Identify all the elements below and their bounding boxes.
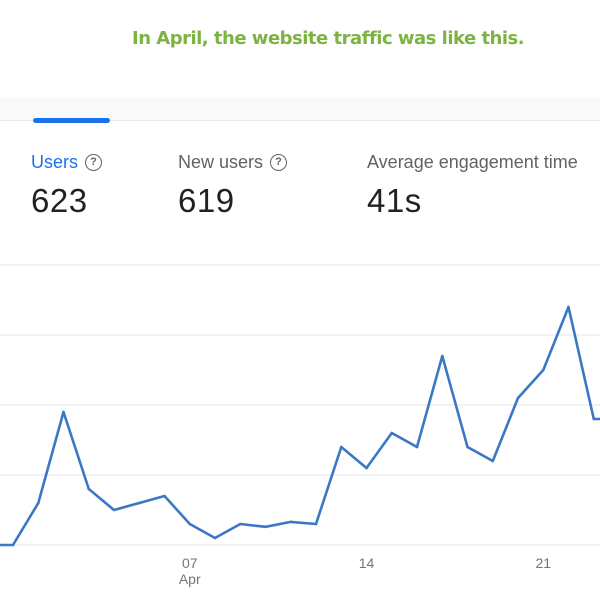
data-point (339, 445, 343, 449)
data-point (491, 459, 495, 463)
metric-value-users: 623 (31, 182, 88, 219)
data-point (289, 520, 293, 524)
metric-value-avg-engagement-time: 41s (367, 182, 422, 219)
data-point (264, 525, 267, 529)
data-point (238, 522, 242, 526)
data-point (365, 466, 368, 470)
data-point (440, 354, 444, 358)
data-point (592, 417, 596, 421)
data-point (516, 396, 520, 400)
x-tick-sublabel: Apr (179, 571, 201, 587)
data-point (112, 508, 116, 512)
data-point (213, 536, 217, 540)
data-point (62, 410, 65, 414)
data-point (188, 522, 192, 526)
x-tick-label: 07 (182, 555, 198, 571)
data-point (415, 445, 419, 449)
active-tab-indicator (33, 118, 110, 123)
data-point (87, 487, 91, 491)
metric-value-new-users: 619 (178, 182, 235, 219)
data-point (541, 368, 545, 372)
data-point (567, 305, 570, 309)
data-point (314, 522, 318, 526)
data-point (466, 445, 469, 449)
metric-card-avg-engagement-time[interactable]: Average engagement time 41s (367, 150, 578, 220)
data-point (36, 501, 40, 505)
metric-card-new-users[interactable]: New users ? 619 (178, 150, 288, 220)
help-circle-icon[interactable]: ? (270, 153, 288, 171)
x-tick-label: 21 (535, 555, 551, 571)
data-point (137, 501, 141, 505)
data-point (163, 494, 166, 498)
header-band (0, 98, 600, 120)
metric-label-users: Users (31, 151, 79, 172)
x-tick-label: 14 (359, 555, 375, 571)
help-circle-icon[interactable]: ? (85, 153, 103, 171)
chart-gridlines (0, 264, 600, 546)
chart-series (0, 305, 600, 547)
data-point (11, 543, 15, 547)
metric-card-users[interactable]: Users ? 623 (31, 150, 103, 220)
tab-divider (0, 120, 600, 121)
users-series-line (0, 305, 600, 547)
metric-label-new-users: New users (178, 151, 264, 172)
metric-label-avg-engagement-time: Average engagement time (367, 151, 578, 172)
data-point (390, 431, 394, 435)
caption-text: In April, the website traffic was like t… (132, 28, 525, 49)
